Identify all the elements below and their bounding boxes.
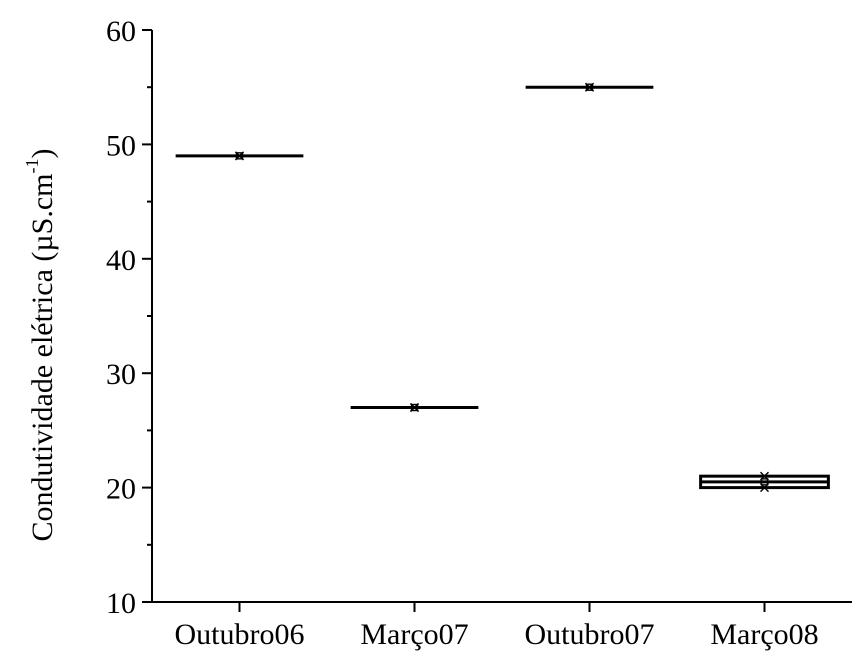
- axes: [151, 30, 852, 603]
- y-tick-label: 20: [106, 473, 136, 506]
- tick-marks: [142, 29, 766, 612]
- mean-marker: [760, 478, 769, 486]
- y-axis-title-suffix: ): [26, 148, 59, 158]
- y-tick-label: 10: [106, 587, 136, 620]
- mean-marker: [235, 152, 244, 160]
- y-tick-label: 60: [106, 15, 136, 48]
- y-tick-label: 30: [106, 358, 136, 391]
- x-tick-label: Março08: [710, 618, 818, 651]
- y-axis-title-superscript: -1: [22, 158, 42, 173]
- y-tick-label: 50: [106, 129, 136, 162]
- y-axis-title-main: Condutividade elétrica (µS.cm: [26, 173, 59, 541]
- x-tick-label: Março07: [360, 618, 468, 651]
- tick-labels: 10 20 30 40 50 60 Outubro06 Março07 Outubro07 Mar…: [106, 15, 819, 651]
- y-axis-title: Condutividade elétrica (µS.cm-1): [22, 148, 59, 541]
- boxes: [175, 82, 830, 493]
- x-tick-label: Outubro06: [175, 618, 305, 651]
- mean-marker: [410, 403, 419, 412]
- y-tick-label: 40: [106, 244, 136, 277]
- x-tick-label: Outubro07: [525, 618, 655, 651]
- mean-marker: [585, 83, 594, 91]
